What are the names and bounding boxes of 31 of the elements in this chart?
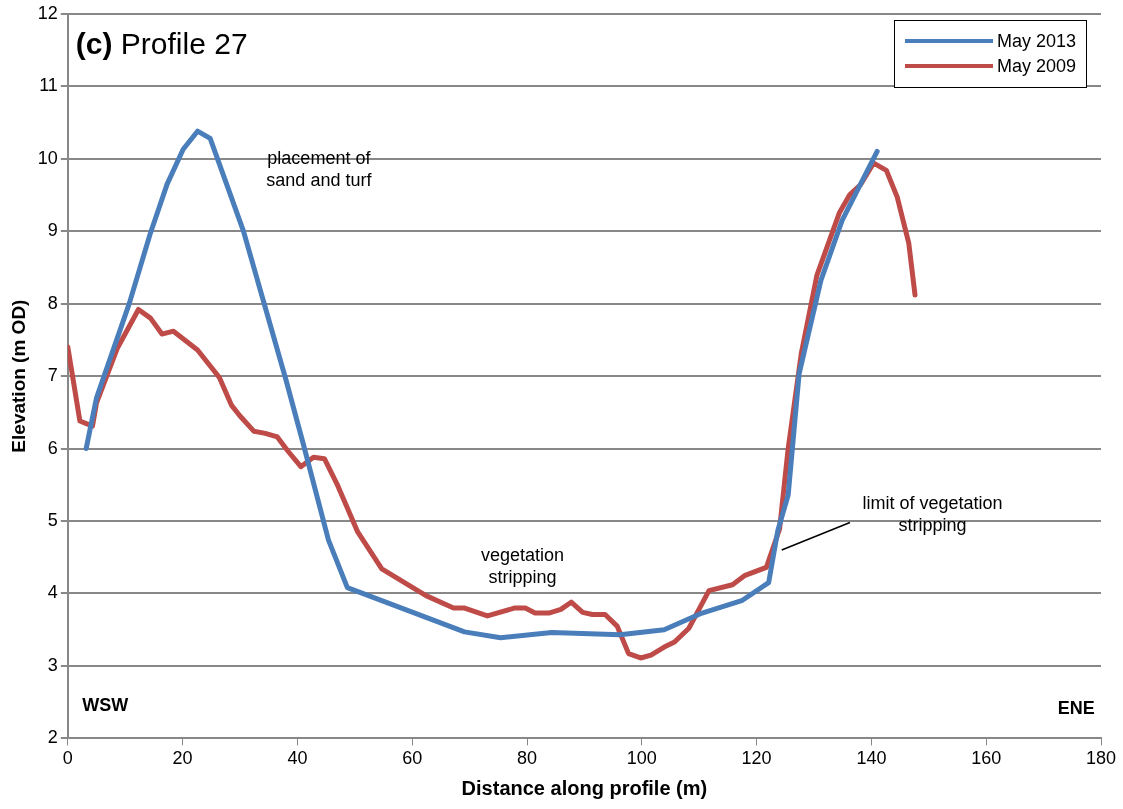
x-tick-label: 60 [402,748,423,769]
annotation: limit of vegetation stripping [862,493,1003,536]
y-tick-label: 7 [47,365,58,386]
x-tick-label: 40 [287,748,308,769]
annotation: vegetation stripping [480,545,564,588]
legend-label: May 2013 [996,30,1076,52]
x-tick-label: 120 [741,748,772,769]
x-axis-title: Distance along profile (m) [461,776,708,799]
y-tick-label: 11 [39,75,58,96]
annotation: ENE [1057,698,1095,719]
y-tick-label: 8 [47,292,58,313]
legend-label: May 2009 [996,55,1076,77]
x-tick-label: 80 [517,748,538,769]
y-tick-label: 10 [37,147,58,168]
y-tick-label: 5 [47,509,58,530]
annotation: WSW [82,694,129,715]
y-axis-title: Elevation (m OD) [7,299,29,453]
x-tick-label: 180 [1085,748,1117,769]
y-tick-label: 6 [47,437,58,458]
chart-title: (c) Profile 27 [75,26,248,60]
annotation: placement of sand and turf [266,148,373,191]
x-tick-label: 0 [62,748,73,769]
y-tick-label: 12 [37,2,58,23]
x-tick-label: 140 [856,748,887,769]
x-tick-label: 160 [971,748,1002,769]
y-tick-label: 3 [47,654,58,675]
y-tick-label: 2 [47,727,58,748]
x-tick-label: 20 [172,748,193,769]
x-tick-label: 100 [626,748,657,769]
y-tick-label: 4 [47,582,58,603]
y-tick-label: 9 [47,220,58,241]
